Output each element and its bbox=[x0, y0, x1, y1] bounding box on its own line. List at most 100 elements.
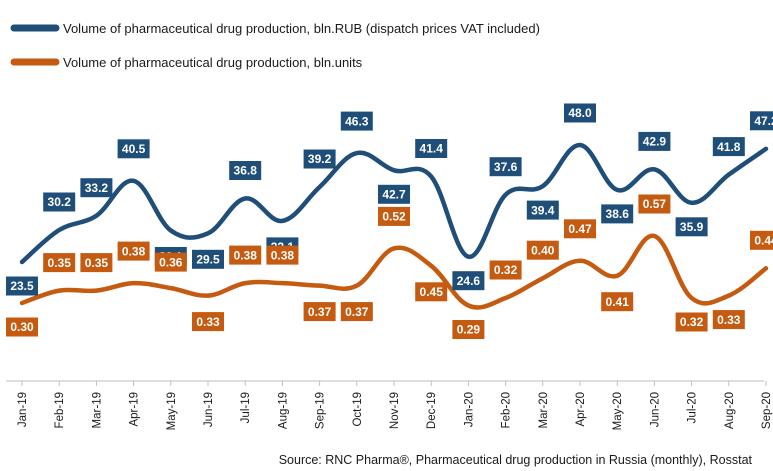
data-label-box bbox=[601, 204, 634, 224]
data-label-box bbox=[117, 139, 150, 159]
data-label-box bbox=[526, 200, 559, 220]
data-label-series-0-2: 33.2 bbox=[80, 178, 113, 198]
legend-label-rub: Volume of pharmaceutical drug production… bbox=[63, 21, 540, 36]
data-label-box bbox=[154, 252, 187, 272]
data-label-series-0-3: 40.5 bbox=[117, 139, 150, 159]
data-label-box bbox=[80, 178, 113, 198]
data-label-series-0-11: 41.4 bbox=[415, 139, 448, 158]
data-label-text: 0.44 bbox=[754, 234, 773, 248]
data-label-box bbox=[489, 157, 522, 177]
data-label-box bbox=[117, 241, 150, 261]
data-label-box bbox=[675, 217, 708, 237]
data-label-text: 35.9 bbox=[680, 220, 704, 234]
data-label-text: 48.0 bbox=[568, 106, 592, 120]
data-label-text: 0.38 bbox=[122, 244, 146, 258]
data-label-series-1-19: 0.33 bbox=[712, 310, 745, 330]
data-label-text: 39.4 bbox=[531, 203, 555, 217]
data-label-box bbox=[415, 139, 448, 158]
data-label-series-1-7: 0.38 bbox=[266, 245, 299, 265]
data-label-series-0-14: 39.4 bbox=[526, 200, 559, 220]
data-label-series-0-10: 42.7 bbox=[378, 184, 410, 204]
data-label-series-1-16: 0.41 bbox=[601, 292, 634, 312]
data-label-text: 0.35 bbox=[85, 256, 109, 270]
data-label-box bbox=[675, 312, 708, 332]
data-label-text: 33.2 bbox=[85, 181, 109, 195]
data-label-series-0-15: 48.0 bbox=[564, 103, 596, 123]
x-tick-label: Feb-19 bbox=[54, 392, 66, 428]
data-label-box bbox=[266, 245, 299, 265]
data-label-text: 0.41 bbox=[606, 295, 630, 309]
data-label-box bbox=[6, 317, 38, 337]
data-label-box bbox=[712, 310, 745, 330]
data-label-text: 39.2 bbox=[308, 152, 332, 166]
data-label-series-1-15: 0.47 bbox=[564, 219, 596, 239]
series-line-1 bbox=[19, 233, 769, 310]
x-tick-label: Sep-19 bbox=[315, 392, 327, 429]
x-tick-label: May-20 bbox=[612, 392, 624, 430]
data-label-box bbox=[638, 194, 671, 214]
data-label-box bbox=[192, 249, 224, 269]
data-label-text: 0.33 bbox=[717, 313, 741, 327]
data-label-text: 0.37 bbox=[345, 305, 369, 319]
legend-label-units: Volume of pharmaceutical drug production… bbox=[63, 55, 363, 70]
data-label-box bbox=[303, 302, 336, 322]
data-label-series-1-18: 0.32 bbox=[675, 312, 708, 332]
data-label-box bbox=[43, 192, 76, 212]
data-label-box bbox=[80, 253, 113, 273]
data-label-box bbox=[526, 240, 559, 260]
data-label-box bbox=[415, 282, 448, 302]
data-label-box bbox=[378, 206, 410, 226]
x-tick-label: Apr-20 bbox=[575, 392, 587, 427]
data-label-series-1-8: 0.37 bbox=[303, 302, 336, 322]
x-axis-ticks: Jan-19 Feb-19 Mar-19 Apr-19 May-19 Jun-19 Jul-… bbox=[17, 381, 773, 430]
data-label-text: 0.38 bbox=[271, 248, 295, 262]
data-label-series-1-14: 0.40 bbox=[526, 240, 559, 260]
data-label-box bbox=[564, 103, 596, 123]
data-label-series-1-4: 0.36 bbox=[154, 252, 187, 272]
data-label-series-0-8: 39.2 bbox=[303, 149, 336, 169]
data-label-text: 37.6 bbox=[494, 160, 518, 174]
series-lines bbox=[19, 142, 769, 310]
data-label-box bbox=[229, 161, 262, 180]
x-tick-label: Mar-19 bbox=[91, 392, 103, 428]
data-label-text: 0.30 bbox=[10, 320, 34, 334]
data-label-box bbox=[750, 230, 773, 250]
x-tick-label: Jun-20 bbox=[649, 392, 661, 427]
data-label-series-1-9: 0.37 bbox=[340, 302, 373, 322]
data-label-text: 0.40 bbox=[531, 243, 555, 257]
data-label-text: 46.3 bbox=[345, 114, 369, 128]
data-label-series-1-11: 0.45 bbox=[415, 282, 448, 302]
x-tick-label: Jul-19 bbox=[240, 392, 252, 423]
data-label-box bbox=[452, 320, 485, 339]
data-label-box bbox=[489, 260, 522, 280]
x-tick-label: Jun-19 bbox=[203, 392, 215, 427]
data-label-box bbox=[43, 253, 76, 273]
x-tick-label: Mar-20 bbox=[538, 392, 550, 428]
data-label-series-0-1: 30.2 bbox=[43, 192, 76, 212]
data-label-text: 0.32 bbox=[494, 263, 518, 277]
data-label-box bbox=[378, 184, 410, 204]
data-label-series-1-3: 0.38 bbox=[117, 241, 150, 261]
x-tick-label: Oct-19 bbox=[352, 392, 364, 427]
legend: Volume of pharmaceutical drug production… bbox=[10, 21, 540, 70]
data-label-box bbox=[340, 111, 373, 131]
data-label-text: 0.33 bbox=[196, 315, 220, 329]
data-label-series-0-16: 38.6 bbox=[601, 204, 634, 224]
data-label-text: 41.4 bbox=[420, 142, 444, 156]
data-label-series-0-6: 36.8 bbox=[229, 161, 262, 180]
data-label-box bbox=[340, 302, 373, 322]
data-label-box bbox=[6, 276, 38, 296]
data-label-series-0-18: 35.9 bbox=[675, 217, 708, 237]
data-label-box bbox=[750, 111, 773, 131]
data-label-text: 0.38 bbox=[234, 248, 258, 262]
series-line-0 bbox=[19, 142, 769, 265]
data-label-series-1-2: 0.35 bbox=[80, 253, 113, 273]
data-label-text: 36.8 bbox=[234, 164, 258, 178]
data-label-series-0-9: 46.3 bbox=[340, 111, 373, 131]
x-tick-label: Aug-19 bbox=[277, 392, 289, 429]
data-label-text: 38.6 bbox=[606, 207, 630, 221]
data-label-text: 42.7 bbox=[382, 188, 406, 202]
x-tick-label: Aug-20 bbox=[724, 392, 736, 429]
data-label-text: 42.9 bbox=[643, 135, 667, 149]
